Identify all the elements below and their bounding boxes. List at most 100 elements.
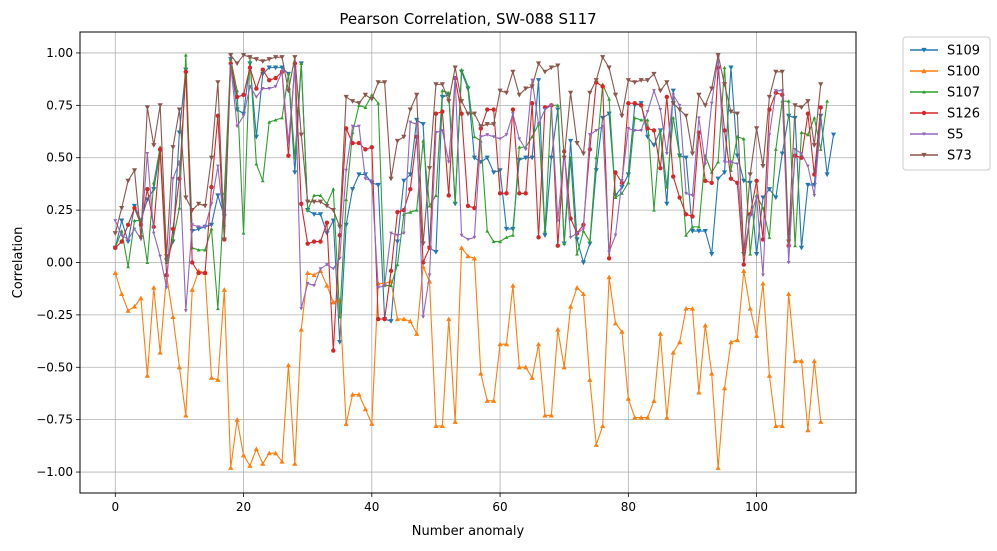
data-point [420, 241, 426, 247]
data-point [721, 82, 728, 87]
data-point [273, 55, 279, 60]
data-point [267, 120, 272, 124]
data-point [408, 186, 413, 192]
data-point [504, 133, 509, 137]
data-point [369, 179, 374, 183]
data-point [343, 421, 349, 426]
data-point [818, 419, 824, 424]
data-point [690, 214, 695, 219]
x-tick-label: 100 [745, 500, 768, 514]
data-point [690, 224, 695, 229]
data-point [208, 222, 215, 228]
data-point [376, 316, 381, 322]
data-point [510, 233, 515, 237]
data-point [408, 120, 413, 125]
data-point [266, 57, 272, 62]
data-point [523, 86, 529, 92]
data-point [311, 272, 317, 278]
data-point [760, 280, 766, 286]
data-point [241, 231, 246, 235]
data-point [317, 212, 324, 217]
data-point [523, 364, 529, 370]
data-point [805, 182, 811, 188]
data-point [818, 113, 824, 119]
data-point [356, 391, 362, 397]
data-point [375, 182, 381, 188]
data-point [247, 463, 253, 468]
data-point [484, 122, 490, 127]
data-point [318, 239, 323, 244]
data-point [260, 461, 266, 466]
data-point [536, 122, 541, 127]
data-point [369, 421, 375, 426]
data-point [632, 101, 637, 106]
data-point [170, 314, 176, 320]
data-point [805, 427, 811, 433]
data-point [721, 170, 728, 175]
data-point [215, 306, 220, 311]
x-tick-label: 80 [621, 500, 636, 514]
legend-item-s5: S5 [910, 128, 964, 143]
data-point [529, 155, 535, 161]
data-point [420, 122, 426, 127]
data-point [240, 52, 247, 58]
data-point [542, 233, 548, 238]
data-point [754, 196, 759, 200]
data-point [298, 132, 304, 138]
data-point [266, 450, 272, 456]
data-point [548, 155, 554, 161]
data-point [658, 166, 663, 171]
data-point [677, 103, 682, 108]
data-point [125, 222, 131, 227]
data-point [440, 128, 445, 133]
data-point [325, 263, 329, 267]
legend-item-s73: S73 [910, 149, 972, 164]
tick-layer: 0 20 40 60 80 100 −1.00 −0.75 −0.50 −0.25 0.00 0.25… [36, 46, 768, 514]
data-point [523, 191, 528, 196]
data-point [517, 137, 522, 141]
data-point [516, 92, 522, 98]
data-point [670, 101, 676, 106]
data-point [331, 187, 336, 191]
data-point [401, 231, 406, 236]
data-point [439, 82, 445, 87]
data-point [612, 92, 619, 98]
data-point [164, 272, 169, 278]
data-point [433, 111, 439, 116]
data-point [555, 326, 561, 332]
data-point [414, 208, 419, 212]
data-point [394, 316, 401, 322]
data-point [792, 115, 798, 121]
data-point [491, 107, 496, 112]
data-point [433, 423, 439, 429]
data-point [806, 132, 810, 137]
y-tick-label: −1.00 [36, 465, 73, 479]
data-point [754, 178, 759, 183]
data-point [606, 65, 612, 71]
data-point [517, 191, 522, 196]
data-point [189, 208, 195, 213]
data-point [497, 88, 503, 94]
data-point [292, 55, 298, 60]
data-point [440, 88, 445, 93]
data-point [458, 245, 465, 250]
data-point [805, 99, 811, 104]
data-point [639, 118, 644, 122]
data-point [625, 172, 631, 178]
data-point [753, 126, 760, 131]
data-point [664, 201, 670, 207]
data-point [600, 124, 605, 129]
data-point [407, 318, 413, 324]
data-point [125, 178, 131, 184]
data-point [504, 191, 509, 196]
legend-item-s126: S126 [910, 107, 980, 122]
data-point [433, 82, 439, 87]
data-point [375, 80, 381, 85]
data-point [311, 212, 317, 217]
data-point [331, 348, 336, 353]
data-point [144, 373, 150, 378]
y-tick-label: 0.75 [46, 98, 73, 112]
data-point [401, 134, 407, 140]
data-point [190, 260, 195, 265]
